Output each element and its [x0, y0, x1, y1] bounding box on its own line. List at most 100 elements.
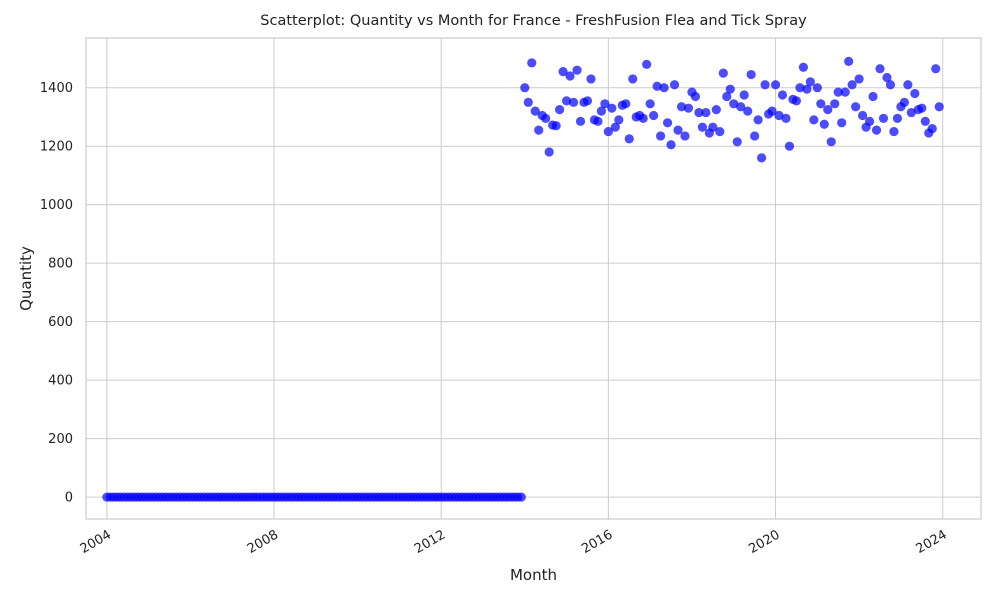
- y-tick-label: 1400: [40, 81, 73, 96]
- data-point: [743, 106, 753, 116]
- data-point: [750, 131, 760, 141]
- data-point: [878, 113, 889, 124]
- data-point: [600, 99, 610, 109]
- y-tick-label: 1000: [40, 198, 73, 213]
- data-point: [645, 99, 655, 109]
- data-point: [931, 64, 941, 74]
- data-point: [520, 83, 530, 93]
- data-point: [847, 80, 857, 90]
- data-point: [767, 106, 777, 116]
- data-point: [610, 122, 620, 132]
- data-point: [837, 118, 847, 128]
- data-point: [568, 97, 579, 107]
- data-point: [694, 107, 704, 118]
- data-point: [628, 74, 638, 84]
- data-point: [795, 83, 805, 93]
- data-point: [791, 96, 802, 106]
- data-point: [551, 121, 561, 131]
- data-point: [572, 65, 582, 75]
- data-point: [722, 91, 732, 102]
- data-point: [656, 131, 666, 141]
- data-point: [575, 116, 586, 126]
- data-point: [729, 99, 739, 109]
- y-tick-label: 0: [65, 491, 73, 506]
- data-point: [732, 137, 742, 147]
- data-point: [844, 56, 854, 66]
- chart-title: Scatterplot: Quantity vs Month for Franc…: [260, 13, 807, 29]
- data-point: [676, 102, 687, 112]
- data-point: [659, 83, 669, 93]
- data-point: [917, 103, 927, 113]
- data-point: [736, 102, 746, 112]
- data-point: [757, 153, 767, 163]
- data-point: [903, 80, 913, 90]
- data-point: [774, 110, 784, 121]
- data-point: [777, 90, 788, 100]
- data-point: [781, 113, 791, 124]
- data-point: [516, 492, 526, 502]
- data-point: [868, 91, 878, 102]
- data-point: [854, 74, 864, 84]
- data-point: [851, 102, 861, 112]
- data-points: [102, 56, 944, 502]
- data-point: [593, 116, 603, 126]
- data-point: [666, 140, 676, 150]
- data-point: [669, 80, 680, 90]
- data-point: [718, 68, 728, 78]
- data-point: [819, 119, 829, 129]
- data-point: [934, 102, 944, 112]
- data-point: [530, 106, 540, 116]
- data-point: [715, 126, 725, 137]
- data-point: [910, 88, 920, 99]
- y-tick-label: 1200: [40, 140, 73, 155]
- data-point: [739, 90, 749, 100]
- data-point: [642, 59, 652, 69]
- data-point: [697, 122, 708, 132]
- data-point: [753, 115, 763, 125]
- data-point: [614, 115, 624, 125]
- data-point: [816, 99, 826, 109]
- data-point: [899, 97, 909, 107]
- grid: [86, 38, 981, 519]
- data-point: [624, 134, 634, 144]
- data-point: [802, 84, 812, 94]
- x-tick-label: 2008: [245, 527, 281, 557]
- data-point: [683, 103, 694, 113]
- data-point: [826, 137, 836, 147]
- y-tick-label: 600: [48, 315, 73, 330]
- data-point: [833, 87, 843, 97]
- data-point: [746, 69, 756, 80]
- x-tick-label: 2012: [412, 527, 448, 557]
- data-point: [690, 91, 701, 102]
- data-point: [534, 125, 544, 135]
- data-point: [621, 99, 631, 109]
- plot-frame: [85, 37, 982, 520]
- data-point: [798, 62, 808, 72]
- data-point: [558, 67, 568, 77]
- data-point: [527, 58, 537, 68]
- data-point: [662, 118, 673, 128]
- x-axis-title: Month: [510, 566, 557, 584]
- data-point: [680, 131, 690, 141]
- data-point: [649, 110, 659, 121]
- data-point: [711, 105, 721, 115]
- data-point: [673, 125, 683, 135]
- data-point: [708, 122, 718, 132]
- data-point: [882, 72, 892, 83]
- data-point: [871, 125, 882, 135]
- data-point: [784, 141, 795, 151]
- data-point: [840, 87, 850, 97]
- tick-labels: 0 200 400 600 800 1000 1200 1400 2004 2008 2012 201…: [40, 81, 950, 557]
- data-point: [555, 105, 565, 115]
- data-point: [805, 77, 815, 87]
- data-point: [927, 124, 937, 134]
- data-point: [875, 64, 885, 74]
- x-tick-label: 2020: [746, 527, 782, 557]
- data-point: [770, 80, 781, 90]
- x-tick-label: 2024: [914, 527, 950, 557]
- data-point: [701, 107, 711, 118]
- data-point: [544, 147, 554, 157]
- x-tick-label: 2004: [78, 527, 114, 557]
